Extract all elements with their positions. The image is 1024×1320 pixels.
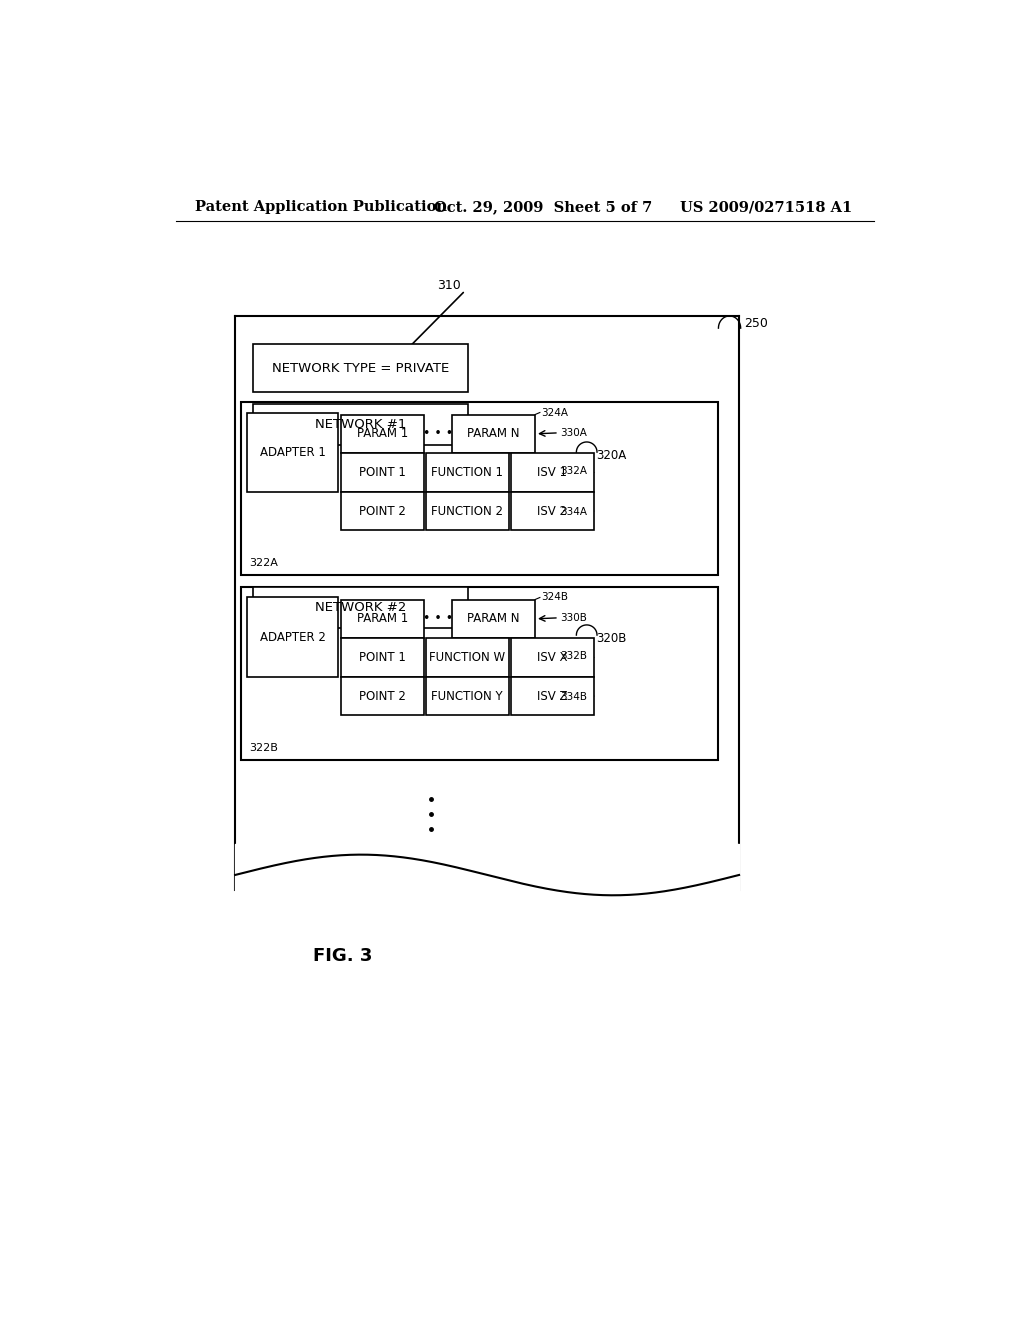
Bar	[511, 677, 594, 715]
Bar	[341, 453, 424, 492]
Text: FIG. 3: FIG. 3	[312, 948, 372, 965]
Bar	[253, 587, 468, 628]
Text: ISV 1: ISV 1	[538, 466, 567, 479]
Text: Oct. 29, 2009  Sheet 5 of 7: Oct. 29, 2009 Sheet 5 of 7	[433, 201, 652, 214]
Text: 334A: 334A	[560, 507, 588, 517]
Text: 250: 250	[743, 317, 768, 330]
Text: PARAM 1: PARAM 1	[356, 612, 408, 626]
Bar	[341, 492, 424, 531]
Text: ISV X: ISV X	[537, 651, 567, 664]
Bar	[426, 638, 509, 677]
Text: Patent Application Publication: Patent Application Publication	[196, 201, 447, 214]
Text: NETWORK TYPE = PRIVATE: NETWORK TYPE = PRIVATE	[272, 362, 450, 375]
Bar	[247, 413, 338, 492]
Text: FUNCTION 1: FUNCTION 1	[431, 466, 503, 479]
Text: 330A: 330A	[560, 428, 588, 438]
Text: POINT 2: POINT 2	[358, 689, 406, 702]
Text: ISV 2: ISV 2	[538, 504, 567, 517]
Bar	[341, 638, 424, 677]
Bar	[242, 403, 718, 576]
Bar	[511, 492, 594, 531]
Text: ADAPTER 2: ADAPTER 2	[260, 631, 326, 644]
Bar	[511, 453, 594, 492]
Text: FUNCTION Y: FUNCTION Y	[431, 689, 503, 702]
Text: NETWORK #1: NETWORK #1	[314, 418, 407, 432]
Bar	[253, 404, 468, 445]
Text: ADAPTER 1: ADAPTER 1	[260, 446, 326, 458]
Text: 320A: 320A	[596, 449, 627, 462]
Text: 330B: 330B	[560, 612, 588, 623]
Bar	[247, 598, 338, 677]
Text: 322A: 322A	[250, 558, 279, 568]
Text: NETWORK #2: NETWORK #2	[314, 601, 407, 614]
Text: POINT 1: POINT 1	[358, 651, 406, 664]
Text: 332B: 332B	[560, 652, 588, 661]
Text: PARAM 1: PARAM 1	[356, 428, 408, 441]
Text: FUNCTION 2: FUNCTION 2	[431, 504, 503, 517]
Text: 310: 310	[437, 279, 461, 292]
Text: 324B: 324B	[542, 593, 568, 602]
Text: ISV Z: ISV Z	[537, 689, 567, 702]
Bar	[426, 453, 509, 492]
Bar	[452, 414, 536, 453]
Bar	[341, 677, 424, 715]
Text: • • •: • • •	[423, 612, 454, 626]
Bar	[511, 638, 594, 677]
Bar	[452, 599, 536, 638]
Text: POINT 1: POINT 1	[358, 466, 406, 479]
Bar	[341, 599, 424, 638]
Text: FUNCTION W: FUNCTION W	[429, 651, 505, 664]
Text: PARAM N: PARAM N	[467, 612, 520, 626]
Text: 324A: 324A	[542, 408, 568, 417]
Text: 334B: 334B	[560, 692, 588, 702]
Bar	[426, 677, 509, 715]
Text: 332A: 332A	[560, 466, 588, 477]
Text: 320B: 320B	[596, 632, 627, 644]
Text: POINT 2: POINT 2	[358, 504, 406, 517]
Bar	[242, 587, 718, 760]
Bar	[341, 414, 424, 453]
Bar	[426, 492, 509, 531]
Text: • • •: • • •	[423, 428, 454, 441]
Text: 322B: 322B	[250, 743, 279, 752]
Bar	[253, 345, 468, 392]
Text: US 2009/0271518 A1: US 2009/0271518 A1	[680, 201, 852, 214]
Text: PARAM N: PARAM N	[467, 428, 520, 441]
